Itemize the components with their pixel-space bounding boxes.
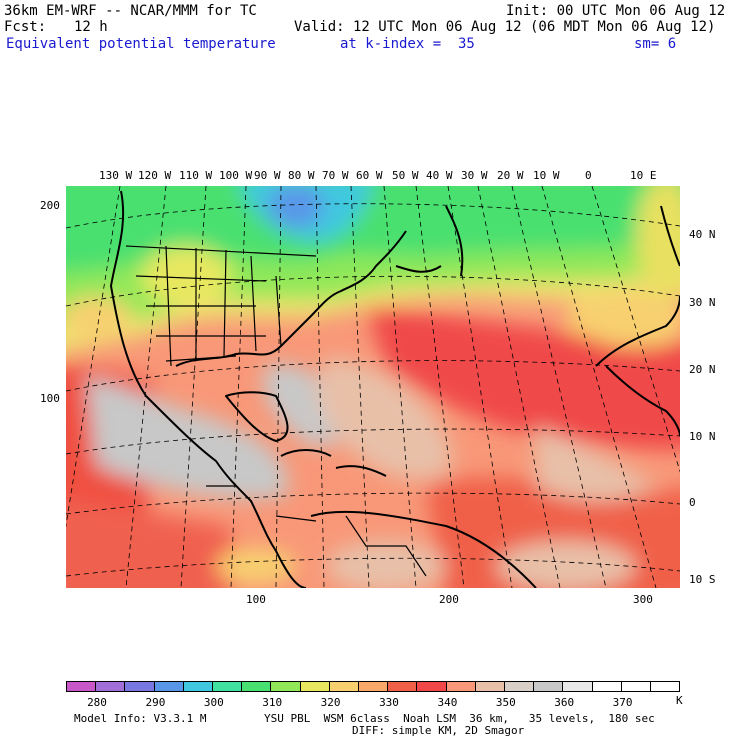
longitude-label: 80 W: [288, 169, 315, 182]
colorbar-swatch: [182, 681, 213, 692]
colorbar-label: 350: [495, 696, 516, 709]
colorbar-swatch: [299, 681, 330, 692]
borders: [125, 245, 427, 577]
colorbar-unit: K: [676, 694, 683, 707]
longitude-label: 50 W: [392, 169, 419, 182]
latitude-label: 10 S: [689, 573, 716, 586]
colorbar-swatch: [358, 681, 389, 692]
longitude-label: 70 W: [322, 169, 349, 182]
colorbar-label: 370: [612, 696, 633, 709]
colorbar-swatch: [241, 681, 272, 692]
latitude-label: 40 N: [689, 228, 716, 241]
grid-y-label-200: 200: [40, 199, 60, 212]
colorbar-label: 310: [262, 696, 283, 709]
colorbar-swatch: [153, 681, 184, 692]
colorbar-swatch: [474, 681, 505, 692]
field-name: Equivalent potential temperature: [6, 36, 276, 52]
forecast-label: Fcst:: [4, 19, 47, 35]
colorbar-swatch: [620, 681, 651, 692]
colorbar-swatch: [66, 681, 97, 692]
model-info: Model Info: V3.3.1 M: [74, 712, 207, 725]
theta-e-field: [66, 186, 680, 588]
longitude-label: 20 W: [497, 169, 524, 182]
longitude-label: 30 W: [461, 169, 488, 182]
grid-x-label-300: 300: [633, 593, 653, 606]
colorbar-swatch: [212, 681, 243, 692]
colorbar-swatch: [270, 681, 301, 692]
latitude-label: 10 N: [689, 430, 716, 443]
level-info: at k-index = 35: [340, 36, 475, 52]
colorbar-label: 320: [320, 696, 341, 709]
coastlines: [110, 190, 680, 588]
longitude-label: 110 W: [179, 169, 213, 182]
colorbar-swatch: [387, 681, 418, 692]
longitude-label: 0: [585, 169, 592, 182]
colorbar-swatch: [416, 681, 447, 692]
model-title: 36km EM-WRF -- NCAR/MMM for TC: [4, 3, 257, 19]
valid-time: Valid: 12 UTC Mon 06 Aug 12 (06 MDT Mon …: [294, 19, 716, 35]
theta-e-map: [66, 186, 680, 588]
diffusion-info: DIFF: simple KM, 2D Smagor: [352, 724, 525, 737]
longitude-label: 10 W: [533, 169, 560, 182]
longitude-label: 10 E: [630, 169, 657, 182]
longitude-label: 60 W: [356, 169, 383, 182]
colorbar-swatch: [562, 681, 593, 692]
init-time: Init: 00 UTC Mon 06 Aug 12: [506, 3, 726, 19]
colorbar-label: 290: [145, 696, 166, 709]
longitude-label: 130 W: [99, 169, 133, 182]
grid-y-label-100: 100: [40, 392, 60, 405]
smoothing-info: sm= 6: [634, 36, 677, 52]
physics-info: YSU PBL WSM 6class Noah LSM 36 km, 35 le…: [264, 712, 655, 725]
colorbar-swatch: [504, 681, 535, 692]
colorbar-swatch: [328, 681, 359, 692]
latitude-label: 30 N: [689, 296, 716, 309]
colorbar-label: 280: [87, 696, 107, 709]
colorbar-swatch: [124, 681, 155, 692]
colorbar-label: 340: [437, 696, 458, 709]
latitude-label: 0: [689, 496, 696, 509]
latitude-label: 20 N: [689, 363, 716, 376]
colorbar-label: 330: [379, 696, 399, 709]
colorbar-swatch: [533, 681, 564, 692]
colorbar-swatch: [591, 681, 622, 692]
colorbar-swatch: [445, 681, 476, 692]
longitude-label: 100 W: [219, 169, 253, 182]
forecast-hour: 12 h: [74, 19, 108, 35]
colorbar-swatch: [650, 681, 681, 692]
grid-x-label-200: 200: [439, 593, 459, 606]
longitude-label: 90 W: [254, 169, 281, 182]
colorbar-label: 360: [554, 696, 575, 709]
grid-x-label-100: 100: [246, 593, 266, 606]
colorbar-label: 300: [203, 696, 224, 709]
longitude-label: 40 W: [426, 169, 453, 182]
colorbar-swatch: [95, 681, 126, 692]
longitude-label: 120 W: [138, 169, 172, 182]
